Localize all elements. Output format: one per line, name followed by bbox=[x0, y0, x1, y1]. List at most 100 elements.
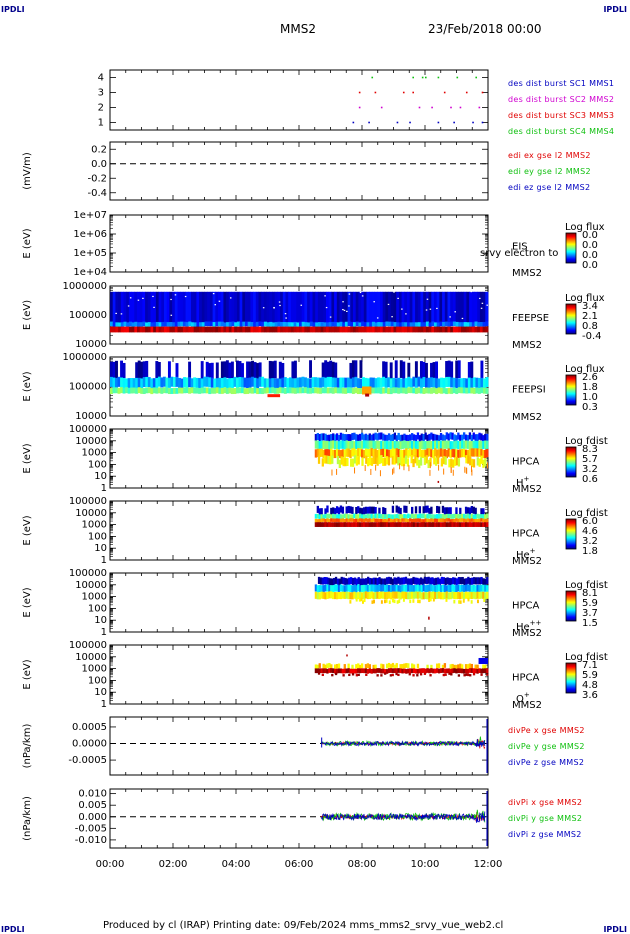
spectro-cell bbox=[390, 291, 394, 324]
spectro-cell bbox=[288, 326, 292, 333]
spectro-cell bbox=[145, 322, 149, 328]
spectro-cell bbox=[228, 378, 232, 389]
burst-marker bbox=[475, 76, 477, 79]
spectro-cell bbox=[236, 387, 239, 394]
y-tick-label: 1 bbox=[98, 118, 104, 129]
spectro-cell bbox=[466, 522, 470, 527]
spectro-cell bbox=[337, 514, 341, 519]
spectro-cell bbox=[393, 514, 396, 519]
spectro-cell bbox=[393, 577, 396, 585]
spectro-cell bbox=[376, 591, 379, 599]
colorbar-title: Log flux bbox=[565, 293, 605, 304]
spectro-cell bbox=[440, 576, 444, 584]
spectro-cell bbox=[459, 592, 462, 600]
spectro-cell bbox=[376, 518, 379, 523]
spectro-cell bbox=[428, 668, 431, 674]
spectro-cell bbox=[387, 433, 391, 441]
spectro-cell bbox=[276, 378, 280, 389]
spectro-cell bbox=[155, 387, 159, 394]
spectro-cell bbox=[355, 449, 358, 458]
spectro-cell bbox=[351, 664, 354, 670]
spectro-cell bbox=[420, 326, 424, 333]
spectro-cell bbox=[344, 387, 348, 394]
spectro-cell bbox=[403, 518, 406, 522]
spectro-cell bbox=[428, 584, 431, 592]
spectro-speck bbox=[449, 316, 451, 318]
spectro-cell bbox=[358, 326, 362, 333]
spectro-cell bbox=[401, 522, 404, 527]
spectro-cell bbox=[370, 506, 373, 514]
spectro-cell bbox=[318, 663, 321, 668]
colorbar-tick: 3.4 bbox=[582, 301, 598, 312]
spectro-cell bbox=[332, 507, 335, 515]
spectro-cell bbox=[357, 518, 360, 523]
spectro-cell bbox=[261, 321, 265, 327]
spectro-cell bbox=[433, 578, 436, 586]
spectro-cell bbox=[432, 522, 435, 527]
spectro-cell bbox=[147, 377, 151, 388]
spectro-cell bbox=[452, 326, 456, 333]
spectro-cell bbox=[452, 321, 456, 327]
spectro-cell bbox=[290, 322, 294, 327]
colorbar-tick: 3.6 bbox=[582, 690, 598, 701]
spectro-cell bbox=[414, 591, 418, 599]
spectro-cell bbox=[380, 518, 383, 523]
spectro-cell bbox=[391, 598, 394, 603]
spectro-cell bbox=[393, 668, 396, 674]
spectro-cell bbox=[361, 291, 365, 324]
spectro-cell bbox=[457, 522, 460, 527]
spectro-cell bbox=[429, 458, 432, 467]
species-label: He++ bbox=[516, 619, 542, 633]
burst-marker bbox=[402, 91, 405, 94]
spectro-cell bbox=[389, 518, 393, 523]
spectro-cell bbox=[380, 449, 383, 458]
spectro-cell bbox=[486, 448, 489, 458]
spectro-cell bbox=[372, 664, 375, 670]
spectro-cell bbox=[370, 591, 373, 599]
legend-entry: divPe y gse MMS2 bbox=[508, 742, 585, 751]
spectro-cell bbox=[272, 322, 276, 328]
spectro-cell bbox=[319, 387, 323, 394]
spectro-cell bbox=[293, 321, 297, 327]
spectro-cell bbox=[309, 360, 312, 378]
spectro-cell bbox=[123, 326, 127, 333]
spectro-streak bbox=[379, 470, 381, 477]
spectro-cell bbox=[430, 584, 433, 592]
spectro-cell bbox=[478, 518, 481, 523]
spectro-cell bbox=[145, 376, 149, 387]
spectro-cell bbox=[405, 518, 408, 523]
spectro-cell bbox=[480, 576, 483, 585]
spectro-cell bbox=[377, 326, 381, 333]
spectro-cell bbox=[365, 673, 368, 676]
spectro-cell bbox=[457, 591, 460, 600]
colorbar-title: Log fdist bbox=[565, 508, 608, 519]
spectro-cell bbox=[472, 584, 475, 592]
spectro-cell bbox=[364, 506, 368, 514]
spectro-cell bbox=[248, 387, 252, 394]
spectro-cell bbox=[412, 585, 416, 593]
spectro-cell bbox=[409, 387, 413, 394]
spectro-cell bbox=[337, 518, 341, 523]
spectro-cell bbox=[368, 668, 371, 674]
spectro-cell bbox=[326, 322, 330, 327]
spectro-cell bbox=[335, 518, 339, 522]
spectro-cell bbox=[450, 388, 454, 394]
spectro-cell bbox=[417, 291, 421, 324]
spectro-cell bbox=[449, 668, 452, 674]
spectro-cell bbox=[351, 432, 354, 441]
spectro-cell bbox=[416, 440, 420, 450]
spectro-cell bbox=[198, 377, 202, 389]
spectro-cell bbox=[439, 321, 443, 327]
spectro-cell bbox=[384, 514, 387, 519]
burst-marker bbox=[409, 121, 411, 124]
spectro-cell bbox=[145, 387, 149, 394]
spectro-cell bbox=[385, 522, 389, 527]
spectro-cell bbox=[457, 577, 461, 585]
spectro-cell bbox=[453, 522, 456, 527]
spectro-cell bbox=[320, 448, 323, 457]
spectro-cell bbox=[441, 584, 445, 592]
spectro-cell bbox=[416, 457, 419, 466]
spectro-cell bbox=[445, 598, 448, 602]
spectro-cell bbox=[341, 514, 345, 520]
spectro-cell bbox=[417, 387, 421, 394]
